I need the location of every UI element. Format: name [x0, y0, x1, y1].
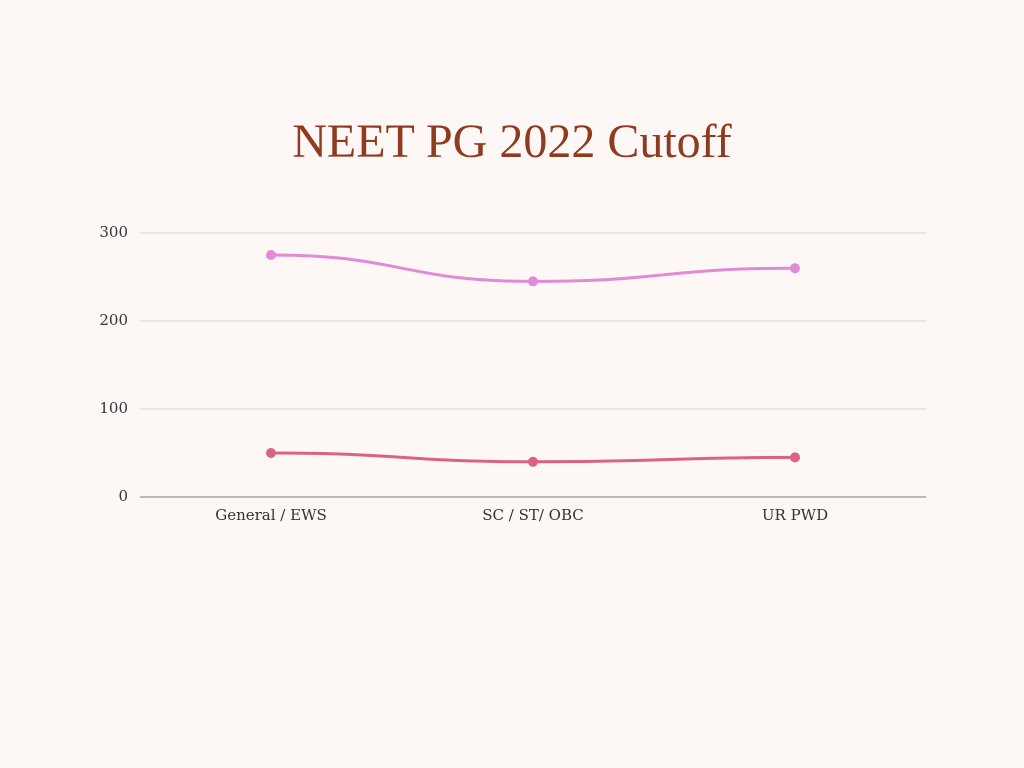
x-tick-label: General / EWS [215, 506, 327, 524]
point [528, 456, 538, 467]
y-tick-label: 300 [99, 223, 128, 241]
y-tick-label: 100 [99, 399, 128, 417]
y-tick-label: 0 [118, 487, 128, 505]
point [266, 250, 276, 260]
x-tick-label: SC / ST/ OBC [482, 506, 584, 524]
point [790, 263, 800, 274]
x-tick-label: UR PWD [762, 506, 828, 524]
point [790, 452, 800, 463]
point [266, 448, 276, 458]
y-tick-label: 200 [99, 311, 128, 329]
point [528, 276, 538, 287]
chart-title: NEET PG 2022 Cutoff [292, 115, 732, 168]
